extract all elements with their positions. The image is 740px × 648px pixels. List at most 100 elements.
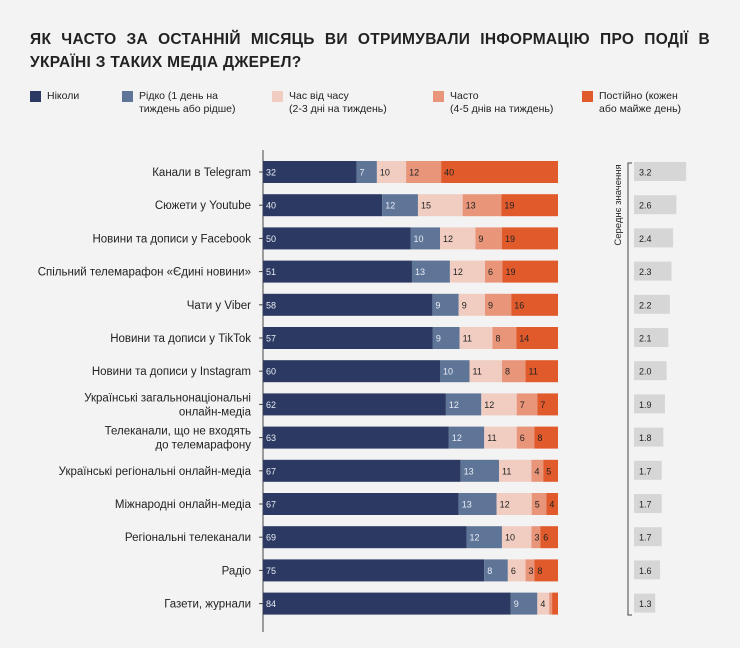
bar-segment	[516, 426, 535, 449]
bar-segment	[263, 260, 412, 283]
data-label: 13	[464, 466, 474, 476]
legend-label: Часто (4-5 днів на тиждень)	[450, 90, 554, 115]
data-label: 4	[540, 599, 545, 609]
bar-segment	[484, 260, 503, 283]
data-label: 16	[514, 300, 524, 310]
data-label: 63	[266, 433, 276, 443]
legend-item: Ніколи	[30, 90, 79, 103]
bar-segment	[462, 194, 502, 217]
mean-bar	[634, 328, 669, 347]
mean-bracket	[627, 162, 632, 616]
data-label: 5	[546, 466, 551, 476]
data-label: 7	[359, 168, 364, 178]
bar-segment	[484, 293, 512, 316]
mean-bar	[634, 427, 664, 447]
category-label: Канали в Telegram	[152, 167, 251, 179]
data-label: 19	[504, 201, 514, 211]
mean-label: 2.3	[639, 267, 652, 277]
bar-segment	[410, 227, 440, 250]
data-label: 14	[519, 334, 529, 344]
bar-segment	[440, 360, 470, 383]
bar-segment	[263, 360, 440, 383]
mean-label: 2.0	[639, 367, 652, 377]
data-label: 12	[500, 500, 510, 510]
data-label: 10	[414, 234, 424, 244]
bar-segment	[356, 161, 377, 183]
bar-segment	[263, 161, 357, 183]
data-label: 75	[266, 566, 276, 576]
legend-swatch	[122, 91, 133, 102]
bar-segment	[263, 426, 449, 449]
mean-label: 1.3	[639, 599, 652, 609]
bar-segment	[448, 426, 485, 449]
bar-segment	[469, 360, 502, 383]
category-label: Сюжети у Youtube	[155, 200, 251, 212]
bar-segment	[507, 559, 526, 582]
category-label: Новини та дописи у Instagram	[92, 366, 251, 378]
data-label: 12	[452, 433, 462, 443]
mean-label: 1.7	[639, 500, 652, 510]
legend-item: Постійно (кожен або майже день)	[582, 90, 681, 116]
bar-segment	[432, 327, 460, 349]
mean-label: 1.7	[639, 533, 652, 543]
data-label: 60	[266, 367, 276, 377]
mean-bar	[634, 593, 656, 613]
bar-segment	[543, 459, 558, 482]
bar-segment	[263, 393, 446, 416]
data-label: 15	[421, 201, 431, 211]
bar-segment	[525, 360, 558, 383]
legend-label: Ніколи	[47, 90, 80, 102]
legend-swatch	[582, 91, 593, 102]
category-label: Новини та дописи у Facebook	[92, 233, 251, 245]
chart-title: ЯК ЧАСТО ЗА ОСТАННІЙ МІСЯЦЬ ВИ ОТРИМУВАЛ…	[30, 31, 710, 71]
mean-label: 2.6	[639, 201, 652, 211]
bar-segment	[537, 592, 550, 615]
data-label: 3	[534, 533, 539, 543]
data-label: 40	[444, 168, 454, 178]
bar-segment	[440, 227, 476, 250]
legend-swatch	[272, 91, 283, 102]
bar-segment	[525, 559, 535, 582]
bar-segment	[484, 426, 517, 449]
data-label: 9	[462, 300, 467, 310]
mean-bar	[634, 527, 662, 547]
bar-segment	[458, 293, 485, 316]
mean-label: 1.7	[639, 466, 652, 476]
data-label: 11	[463, 334, 472, 344]
bar-segment	[534, 426, 558, 449]
bar-segment	[406, 161, 442, 183]
bar-segment	[534, 559, 558, 582]
bar-segment	[484, 559, 508, 582]
bar-segment	[549, 592, 553, 615]
data-label: 6	[520, 433, 525, 443]
category-label: Чати у Viber	[187, 300, 251, 312]
mean-bar	[634, 560, 661, 580]
bar-segment	[501, 194, 558, 217]
bar-segment	[496, 493, 532, 515]
data-label: 40	[266, 201, 276, 211]
bar-segment	[441, 161, 558, 183]
category-label: Газети, журнали	[164, 599, 251, 611]
data-label: 6	[511, 566, 516, 576]
bar-segment	[501, 526, 532, 549]
data-label: 13	[415, 267, 425, 277]
mean-bar	[634, 261, 672, 281]
mean-bar	[634, 394, 665, 414]
bar-segment	[263, 194, 383, 217]
legend-label: Час від часу (2-3 дні на тиждень)	[289, 90, 387, 115]
data-label: 8	[537, 566, 542, 576]
mean-label: 1.6	[639, 566, 652, 576]
data-label: 19	[506, 267, 516, 277]
bar-segment	[411, 260, 450, 283]
bar-segment	[499, 459, 532, 482]
category-label: Українські загальнонаціональні	[84, 392, 251, 404]
data-label: 10	[443, 367, 453, 377]
category-label: Телеканали, що не входять	[105, 426, 251, 438]
mean-bar	[634, 162, 687, 181]
data-label: 6	[543, 533, 548, 543]
data-label: 7	[520, 400, 525, 410]
data-label: 10	[505, 533, 515, 543]
data-label: 13	[466, 201, 476, 211]
